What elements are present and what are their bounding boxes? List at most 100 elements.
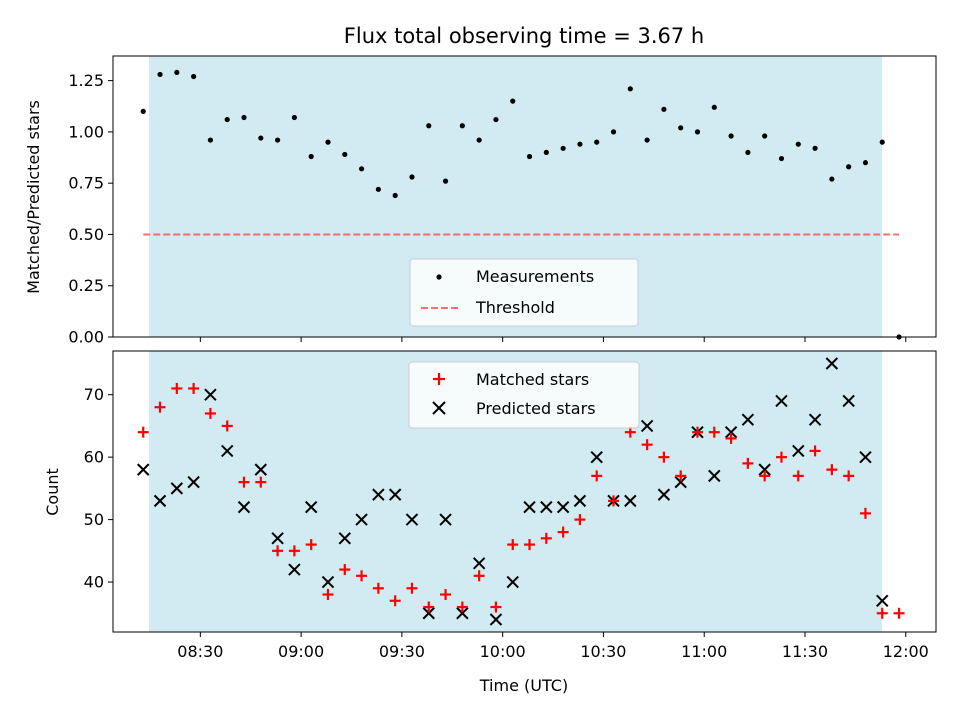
matched-stars-point <box>473 570 485 582</box>
predicted-stars-point <box>439 513 452 526</box>
measurement-point <box>140 108 146 114</box>
matched-stars-point <box>490 601 502 613</box>
measurement-point <box>728 133 734 139</box>
predicted-stars-point <box>187 475 200 489</box>
predicted-stars-point <box>808 413 822 426</box>
top-x-axis-ticks <box>199 337 907 342</box>
measurement-point <box>543 149 549 156</box>
predicted-stars-point <box>590 450 603 464</box>
measurement-point <box>661 106 667 112</box>
measurement-point <box>442 178 449 184</box>
bottom-x-axis-label: Time (UTC) <box>479 676 568 695</box>
matched-stars-point <box>624 426 636 438</box>
matched-stars-point <box>608 495 620 507</box>
matched-stars-point <box>742 457 754 469</box>
measurement-point <box>846 164 852 170</box>
matched-stars-point <box>389 595 401 607</box>
top-chart-title: Flux total observing time = 3.67 h <box>344 24 704 48</box>
measurement-point <box>694 129 701 135</box>
predicted-stars-point <box>137 463 150 476</box>
measurement-point <box>812 145 818 151</box>
predicted-stars-point <box>170 482 184 495</box>
bottom-x-tick-label: 10:30 <box>580 642 626 661</box>
top-legend-box <box>409 258 639 327</box>
matched-stars-point <box>792 470 804 482</box>
measurement-point <box>358 166 365 172</box>
predicted-stars-point <box>640 419 654 433</box>
matched-stars-point <box>826 464 838 476</box>
measurement-point <box>711 104 717 110</box>
measurement-point <box>778 155 785 162</box>
measurement-point <box>275 137 281 143</box>
matched-stars-point <box>255 476 267 488</box>
predicted-stars-point <box>288 563 301 576</box>
bottom-x-tick-label: 08:30 <box>177 642 223 661</box>
predicted-stars-point <box>489 613 503 626</box>
bottom-y-axis-label: Count <box>43 468 62 516</box>
predicted-stars-point <box>859 450 872 464</box>
matched-stars-point <box>725 432 737 444</box>
predicted-stars-point <box>556 500 570 514</box>
top-data-marks <box>140 69 902 340</box>
matched-stars-point <box>641 439 653 451</box>
matched-stars-point <box>188 382 200 394</box>
matched-stars-point <box>339 564 351 576</box>
measurement-point <box>594 139 600 145</box>
predicted-stars-point <box>254 463 268 476</box>
measurement-point <box>459 123 465 129</box>
legend-threshold-label: Threshold <box>475 298 555 317</box>
predicted-stars-point <box>338 532 351 545</box>
bottom-x-tick-label: 12:00 <box>883 642 929 661</box>
top-y-axis-label: Matched/Predicted stars <box>24 100 43 294</box>
predicted-stars-point <box>724 425 738 439</box>
measurement-point <box>258 135 264 141</box>
predicted-stars-point <box>741 413 755 426</box>
predicted-stars-point <box>573 494 587 508</box>
measurement-point <box>493 116 499 123</box>
predicted-stars-point <box>876 594 889 607</box>
bottom-x-tick-label: 10:00 <box>480 642 526 661</box>
measurement-point <box>291 114 297 121</box>
bottom-y-tick-label: 40 <box>84 573 104 592</box>
matched-stars-point <box>272 545 284 557</box>
predicted-stars-point <box>304 500 318 514</box>
measurement-point <box>325 139 331 145</box>
measurement-point <box>207 137 214 143</box>
matched-stars-point <box>288 545 300 557</box>
predicted-stars-point <box>792 444 805 458</box>
matched-stars-point <box>893 607 905 619</box>
measurement-point <box>426 123 432 129</box>
matched-stars-point <box>759 470 771 482</box>
matched-stars-point <box>507 539 519 551</box>
legend-matched-label: Matched stars <box>476 370 589 389</box>
top-plot-panel: 0.00 0.25 0.50 0.75 1.00 1.25 Matched/Predict… <box>24 55 937 347</box>
matched-stars-point <box>859 507 871 519</box>
predicted-stars-point <box>221 444 234 458</box>
predicted-stars-point <box>657 488 671 501</box>
bottom-plot-panel: 40 50 60 70 08:30 09:00 09:30 10:00 10:30 11:00 1… <box>43 350 937 695</box>
measurement-point <box>610 129 617 135</box>
matched-stars-point <box>843 470 855 482</box>
matched-stars-point <box>524 539 536 551</box>
measurement-point <box>627 86 633 92</box>
measurement-point <box>510 98 516 104</box>
matched-stars-point <box>154 401 166 413</box>
measurement-point <box>745 149 751 156</box>
top-y-tick-label: 0.50 <box>68 225 104 244</box>
top-y-tick-label: 1.25 <box>68 71 104 90</box>
matched-stars-point <box>406 582 418 594</box>
legend-measurements-label: Measurements <box>476 267 594 286</box>
bottom-legend: Matched stars Predicted stars <box>408 361 640 429</box>
predicted-stars-point <box>456 607 469 620</box>
top-y-tick-label: 1.00 <box>68 122 104 141</box>
measurement-point <box>308 153 314 160</box>
bottom-axes-frame <box>112 350 937 633</box>
matched-stars-point <box>356 570 368 582</box>
bottom-y-tick-label: 50 <box>84 510 104 529</box>
legend-predicted-marker <box>432 401 446 415</box>
predicted-stars-point <box>472 557 486 570</box>
matched-stars-point <box>876 607 888 619</box>
measurement-point <box>476 137 482 143</box>
top-y-tick-label: 0.25 <box>68 276 104 295</box>
measurement-point <box>762 133 768 139</box>
